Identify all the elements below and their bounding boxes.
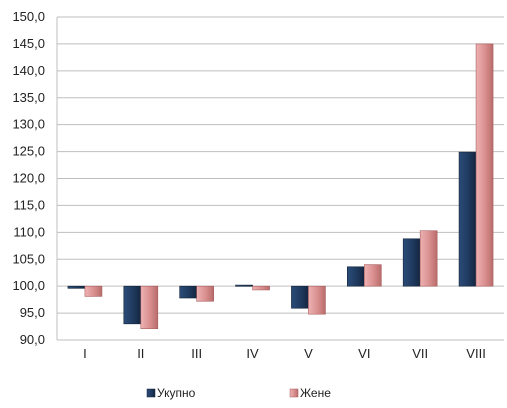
bar-ukupno-I <box>67 285 86 289</box>
x-axis-tick-labels: I II III IV V VI VII VIII <box>83 346 486 361</box>
bar-zene-I <box>84 285 103 297</box>
bar-ukupno-V <box>291 285 309 309</box>
bar-ukupno-II <box>123 285 142 325</box>
y-tick-label: 120,0 <box>12 171 45 186</box>
y-tick-label: 150,0 <box>12 9 45 24</box>
gridlines <box>56 16 504 341</box>
bar-ukupno-VIII <box>458 151 477 287</box>
x-tick-label: I <box>83 346 87 361</box>
y-tick-label: 145,0 <box>12 36 45 51</box>
x-tick-label: VI <box>358 346 370 361</box>
bar-ukupno-VI <box>347 266 365 287</box>
y-tick-label: 110,0 <box>13 224 45 239</box>
y-tick-label: 130,0 <box>12 117 45 132</box>
legend-swatch-zene <box>289 388 299 398</box>
legend: Укупно Жене <box>146 386 331 400</box>
y-tick-label: 135,0 <box>12 90 45 105</box>
y-tick-label: 100,0 <box>12 278 45 293</box>
legend-label-zene: Жене <box>300 386 331 400</box>
bar-ukupno-III <box>179 285 197 299</box>
x-tick-label: VIII <box>466 346 486 361</box>
y-tick-label: 115,0 <box>13 197 45 212</box>
x-tick-label: V <box>304 346 313 361</box>
bar-ukupno-IV <box>235 284 253 287</box>
y-tick-label: 95,0 <box>20 305 45 320</box>
bar-zene-VII <box>419 230 438 287</box>
bar-zene-V <box>308 285 326 315</box>
legend-swatch-ukupno <box>146 388 156 398</box>
y-tick-label: 90,0 <box>20 332 45 347</box>
x-tick-label: III <box>191 346 202 361</box>
bar-zene-VI <box>364 264 382 287</box>
y-tick-label: 125,0 <box>12 144 45 159</box>
bar-zene-II <box>140 285 159 329</box>
y-tick-label: 140,0 <box>12 63 45 78</box>
y-axis-tick-labels: 90,0 95,0 100,0 105,0 110,0 115,0 120,0 125,0 13… <box>12 9 45 347</box>
bar-zene-IV <box>252 285 270 291</box>
bar-zene-III <box>196 285 214 302</box>
x-tick-label: VII <box>412 346 428 361</box>
legend-label-ukupno: Укупно <box>157 386 196 400</box>
x-tick-label: II <box>137 346 144 361</box>
bar-zene-VIII <box>475 43 494 287</box>
x-tick-label: IV <box>246 346 259 361</box>
bar-ukupno-VII <box>402 238 421 287</box>
bars <box>67 43 494 329</box>
y-tick-label: 105,0 <box>12 251 45 266</box>
